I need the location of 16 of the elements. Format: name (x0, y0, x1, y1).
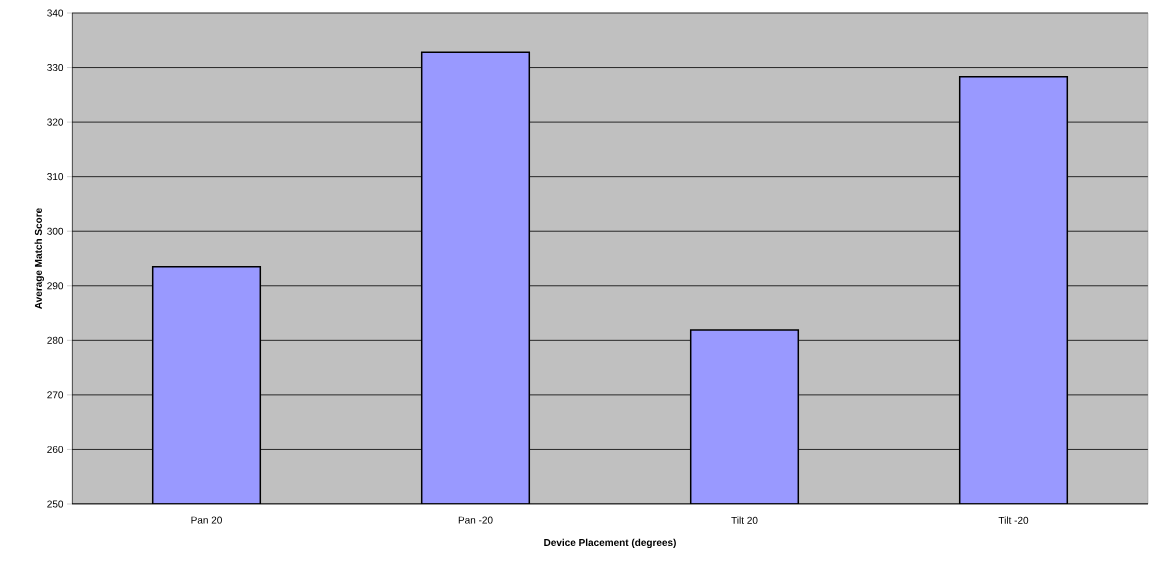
x-tick-label: Tilt -20 (998, 516, 1029, 524)
y-tick-label: 270 (47, 391, 64, 399)
x-tick-label: Tilt 20 (731, 516, 758, 524)
y-tick-label: 320 (47, 118, 64, 126)
x-axis-title: Device Placement (degrees) (544, 538, 676, 549)
y-tick-label: 330 (47, 64, 64, 72)
y-tick-label: 280 (47, 336, 64, 344)
y-tick-label: 260 (47, 445, 64, 453)
y-tick-label: 310 (47, 173, 64, 181)
x-tick-label: Pan -20 (458, 516, 493, 524)
y-tick-label: 250 (47, 500, 64, 508)
x-tick-label: Pan 20 (191, 516, 222, 524)
y-tick-label: 290 (47, 282, 64, 290)
y-tick-label: 340 (47, 9, 64, 17)
y-axis-title: Average Match Score (34, 208, 44, 309)
y-tick-label: 300 (47, 227, 64, 235)
